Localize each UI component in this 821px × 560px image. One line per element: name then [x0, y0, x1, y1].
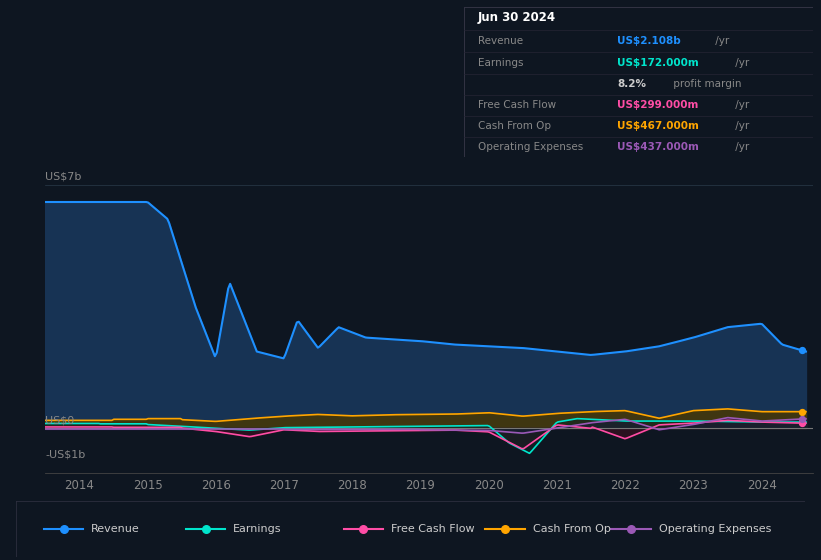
Text: Cash From Op: Cash From Op: [478, 121, 551, 131]
Text: Earnings: Earnings: [478, 58, 523, 68]
Point: [796, 418, 809, 427]
Point: [625, 525, 638, 534]
Text: US$2.108b: US$2.108b: [617, 36, 681, 46]
Text: US$299.000m: US$299.000m: [617, 100, 699, 110]
Point: [796, 414, 809, 423]
Text: /yr: /yr: [713, 36, 730, 46]
Text: US$172.000m: US$172.000m: [617, 58, 699, 68]
Point: [796, 419, 809, 428]
Text: US$467.000m: US$467.000m: [617, 121, 699, 131]
Text: Operating Expenses: Operating Expenses: [658, 524, 771, 534]
Text: Operating Expenses: Operating Expenses: [478, 142, 583, 152]
Point: [199, 525, 212, 534]
Text: profit margin: profit margin: [671, 79, 742, 89]
Text: /yr: /yr: [732, 58, 749, 68]
Text: Cash From Op: Cash From Op: [533, 524, 611, 534]
Text: Revenue: Revenue: [478, 36, 523, 46]
Text: Free Cash Flow: Free Cash Flow: [391, 524, 475, 534]
Text: Jun 30 2024: Jun 30 2024: [478, 11, 556, 24]
Text: Free Cash Flow: Free Cash Flow: [478, 100, 556, 110]
Point: [796, 346, 809, 355]
Text: /yr: /yr: [732, 121, 749, 131]
Text: 8.2%: 8.2%: [617, 79, 646, 89]
Text: /yr: /yr: [732, 100, 749, 110]
Text: US$7b: US$7b: [45, 172, 81, 182]
Point: [796, 407, 809, 416]
Text: US$0: US$0: [45, 415, 75, 425]
Text: -US$1b: -US$1b: [45, 450, 85, 460]
Point: [356, 525, 369, 534]
Text: Revenue: Revenue: [91, 524, 140, 534]
Point: [498, 525, 511, 534]
Text: Earnings: Earnings: [233, 524, 282, 534]
Text: /yr: /yr: [732, 142, 749, 152]
Text: US$437.000m: US$437.000m: [617, 142, 699, 152]
Point: [57, 525, 71, 534]
